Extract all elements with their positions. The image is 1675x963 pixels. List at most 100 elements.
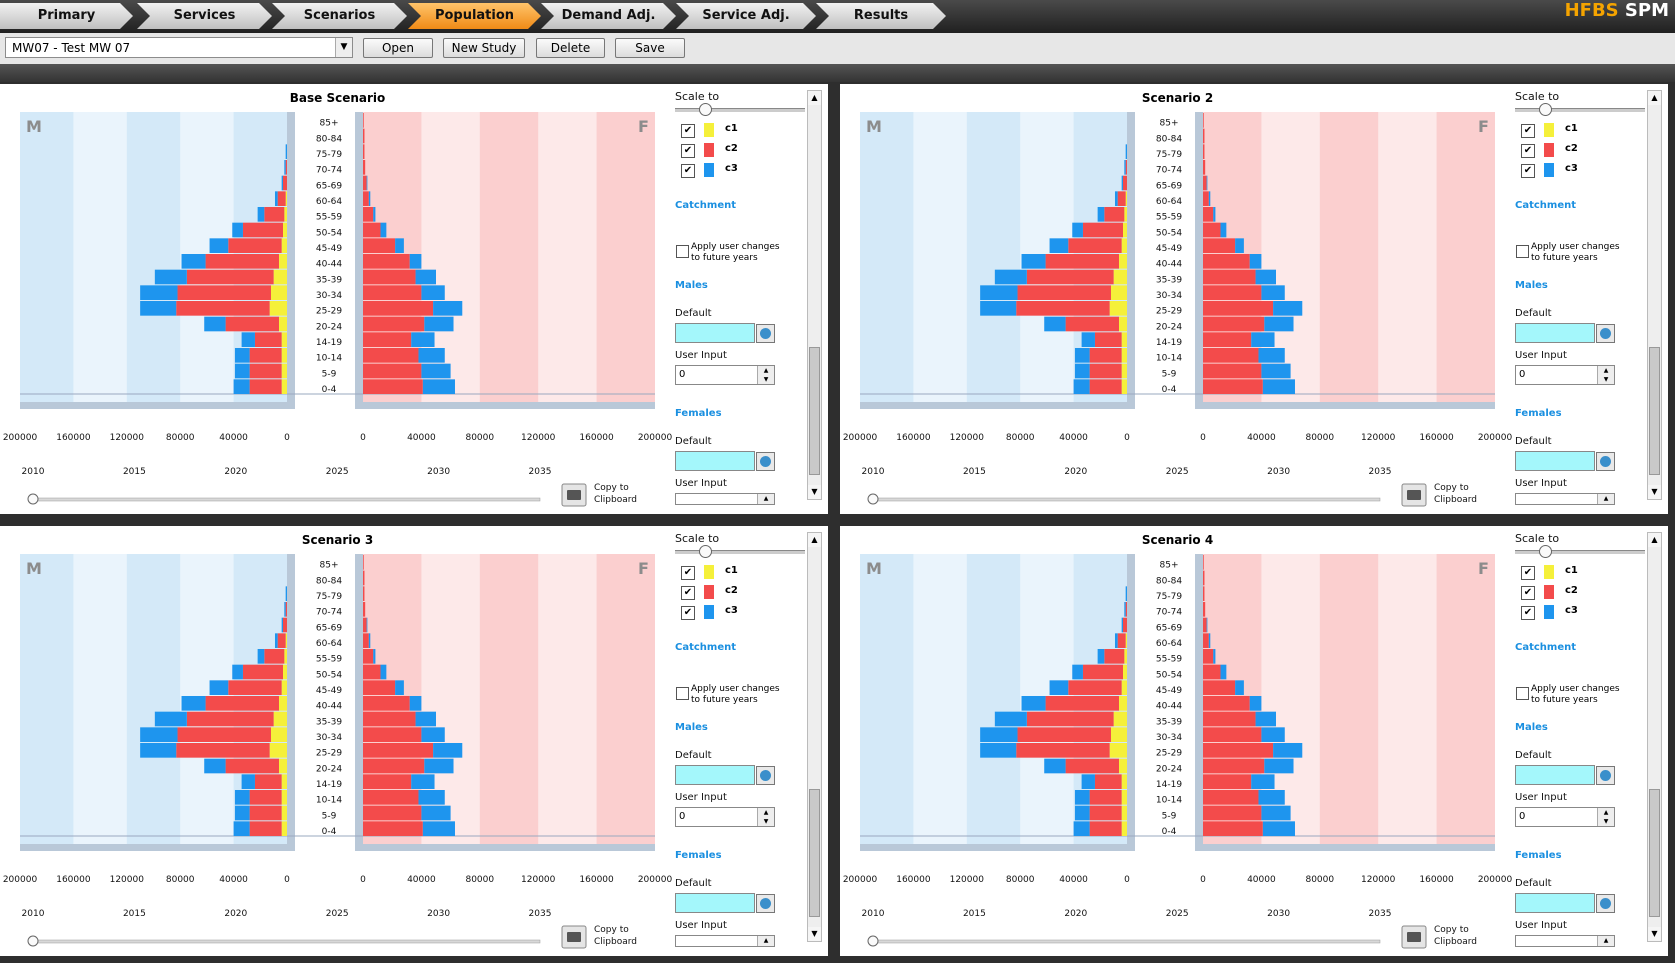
copy-label-2[interactable]: Clipboard [594, 495, 637, 505]
vertical-scrollbar[interactable]: ▲ ▼ [1647, 532, 1662, 942]
scroll-up-icon[interactable]: ▲ [808, 91, 821, 105]
scroll-down-icon[interactable]: ▼ [1648, 485, 1661, 499]
copy-label-1[interactable]: Copy to [1434, 483, 1469, 493]
catchment-link[interactable]: Catchment [1515, 200, 1577, 211]
c1-checkbox[interactable]: ✔ [1521, 566, 1535, 580]
males-default-field[interactable] [1515, 765, 1595, 785]
females-default-field[interactable] [675, 451, 755, 471]
females-view-icon[interactable] [756, 894, 775, 913]
spinner-icon[interactable]: ▲ ▼ [1597, 366, 1614, 384]
males-view-icon[interactable] [1596, 324, 1615, 343]
spinner-icon[interactable]: ▲ [757, 936, 774, 946]
scroll-thumb[interactable] [1649, 347, 1660, 475]
scale-slider-knob[interactable] [699, 103, 712, 116]
tab-primary[interactable]: Primary [0, 3, 133, 29]
spinner-icon[interactable]: ▲ [1597, 494, 1614, 504]
females-user-input-field[interactable]: ▲ [675, 493, 775, 505]
scroll-up-icon[interactable]: ▲ [1648, 533, 1661, 547]
tab-scenarios[interactable]: Scenarios [272, 3, 407, 29]
chevron-down-icon[interactable]: ▼ [335, 38, 352, 57]
males-view-icon[interactable] [756, 324, 775, 343]
spinner-icon[interactable]: ▲ [1597, 936, 1614, 946]
vertical-scrollbar[interactable]: ▲ ▼ [1647, 90, 1662, 500]
tab-population[interactable]: Population [408, 3, 541, 29]
males-view-icon[interactable] [1596, 766, 1615, 785]
c2-checkbox[interactable]: ✔ [681, 586, 695, 600]
year-slider-knob[interactable] [867, 935, 879, 947]
scale-slider-track[interactable] [1515, 550, 1645, 554]
females-default-field[interactable] [1515, 451, 1595, 471]
save-button[interactable]: Save [615, 38, 685, 58]
males-user-input-field[interactable]: 0 ▲ ▼ [675, 807, 775, 827]
c1-checkbox[interactable]: ✔ [681, 124, 695, 138]
copy-label-1[interactable]: Copy to [594, 483, 629, 493]
males-user-input-field[interactable]: 0 ▲ ▼ [1515, 807, 1615, 827]
new-study-button[interactable]: New Study [443, 38, 525, 58]
spinner-icon[interactable]: ▲ ▼ [1597, 808, 1614, 826]
scroll-up-icon[interactable]: ▲ [808, 533, 821, 547]
scroll-thumb[interactable] [809, 789, 820, 917]
scale-slider-track[interactable] [675, 550, 805, 554]
c2-checkbox[interactable]: ✔ [1521, 586, 1535, 600]
copy-label-2[interactable]: Clipboard [594, 937, 637, 947]
year-slider-track[interactable] [872, 939, 1381, 944]
year-slider-knob[interactable] [27, 493, 39, 505]
females-view-icon[interactable] [1596, 894, 1615, 913]
vertical-scrollbar[interactable]: ▲ ▼ [807, 532, 822, 942]
tab-service-adj[interactable]: Service Adj. [676, 3, 816, 29]
year-slider-knob[interactable] [27, 935, 39, 947]
year-slider-knob[interactable] [867, 493, 879, 505]
scroll-thumb[interactable] [809, 347, 820, 475]
copy-label-2[interactable]: Clipboard [1434, 495, 1477, 505]
year-slider-track[interactable] [872, 497, 1381, 502]
copy-label-1[interactable]: Copy to [594, 925, 629, 935]
males-default-field[interactable] [1515, 323, 1595, 343]
c3-checkbox[interactable]: ✔ [681, 164, 695, 178]
tab-demand-adj[interactable]: Demand Adj. [541, 3, 676, 29]
males-default-field[interactable] [675, 323, 755, 343]
copy-label-2[interactable]: Clipboard [1434, 937, 1477, 947]
females-user-input-field[interactable]: ▲ [675, 935, 775, 947]
tab-services[interactable]: Services [137, 3, 272, 29]
males-default-field[interactable] [675, 765, 755, 785]
delete-button[interactable]: Delete [536, 38, 605, 58]
catchment-link[interactable]: Catchment [675, 642, 737, 653]
apply-changes-checkbox[interactable] [676, 687, 689, 700]
scale-slider-knob[interactable] [699, 545, 712, 558]
year-slider-track[interactable] [32, 497, 541, 502]
males-view-icon[interactable] [756, 766, 775, 785]
catchment-link[interactable]: Catchment [675, 200, 737, 211]
open-button[interactable]: Open [363, 38, 433, 58]
c1-checkbox[interactable]: ✔ [681, 566, 695, 580]
c2-checkbox[interactable]: ✔ [681, 144, 695, 158]
year-slider-track[interactable] [32, 939, 541, 944]
spinner-icon[interactable]: ▲ ▼ [757, 366, 774, 384]
scroll-down-icon[interactable]: ▼ [1648, 927, 1661, 941]
spinner-icon[interactable]: ▲ [757, 494, 774, 504]
c3-checkbox[interactable]: ✔ [1521, 164, 1535, 178]
females-default-field[interactable] [1515, 893, 1595, 913]
females-user-input-field[interactable]: ▲ [1515, 935, 1615, 947]
scale-slider-knob[interactable] [1539, 103, 1552, 116]
apply-changes-checkbox[interactable] [1516, 245, 1529, 258]
spinner-icon[interactable]: ▲ ▼ [757, 808, 774, 826]
females-default-field[interactable] [675, 893, 755, 913]
apply-changes-checkbox[interactable] [1516, 687, 1529, 700]
males-user-input-field[interactable]: 0 ▲ ▼ [675, 365, 775, 385]
c1-checkbox[interactable]: ✔ [1521, 124, 1535, 138]
females-user-input-field[interactable]: ▲ [1515, 493, 1615, 505]
study-select[interactable]: MW07 - Test MW 07 ▼ [5, 37, 353, 58]
c3-checkbox[interactable]: ✔ [681, 606, 695, 620]
females-view-icon[interactable] [1596, 452, 1615, 471]
males-user-input-field[interactable]: 0 ▲ ▼ [1515, 365, 1615, 385]
scroll-down-icon[interactable]: ▼ [808, 927, 821, 941]
scale-slider-track[interactable] [675, 108, 805, 112]
scroll-thumb[interactable] [1649, 789, 1660, 917]
vertical-scrollbar[interactable]: ▲ ▼ [807, 90, 822, 500]
scale-slider-track[interactable] [1515, 108, 1645, 112]
copy-label-1[interactable]: Copy to [1434, 925, 1469, 935]
catchment-link[interactable]: Catchment [1515, 642, 1577, 653]
apply-changes-checkbox[interactable] [676, 245, 689, 258]
tab-results[interactable]: Results [816, 3, 946, 29]
scale-slider-knob[interactable] [1539, 545, 1552, 558]
